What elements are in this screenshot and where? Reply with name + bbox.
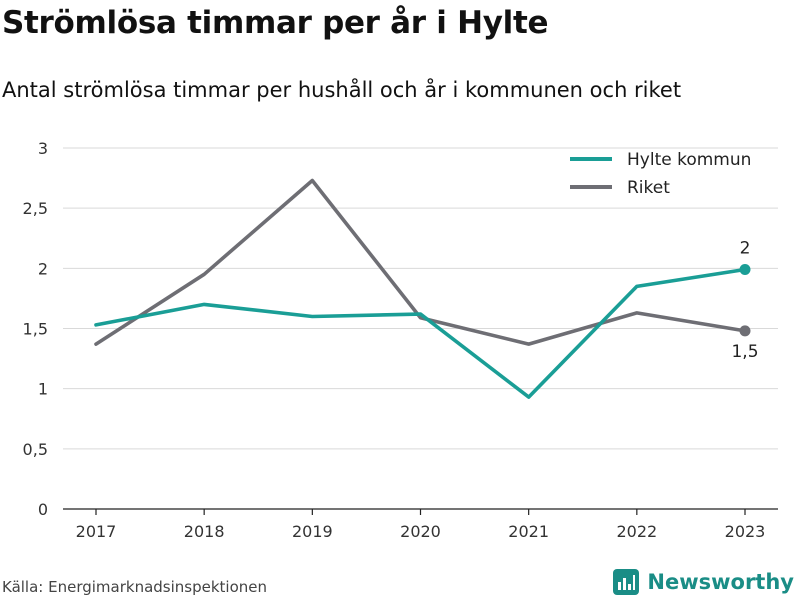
legend: Hylte kommun Riket <box>570 150 751 198</box>
data-label-hylte-2023: 2 <box>740 239 751 259</box>
x-tick-label: 2023 <box>725 522 766 541</box>
data-labels: 21,5 <box>731 239 758 362</box>
y-tick-label: 1 <box>38 380 48 399</box>
brand-logo: Newsworthy <box>613 569 794 595</box>
x-tick-label: 2021 <box>508 522 549 541</box>
source-note: Källa: Energimarknadsinspektionen <box>2 578 268 596</box>
x-tick-label: 2019 <box>292 522 333 541</box>
line-chart: 0 0,5 1 1,5 2 2,5 3 2017 2018 2019 2020 2021 2022 202… <box>23 139 778 541</box>
chart-title: Strömlösa timmar per år i Hylte <box>2 5 549 41</box>
y-tick-label: 0 <box>38 500 48 519</box>
data-label-riket-2023: 1,5 <box>731 342 758 362</box>
series-line-riket <box>94 178 747 346</box>
legend-label-riket: Riket <box>627 178 670 198</box>
end-point-riket <box>739 325 751 337</box>
y-tick-label: 0,5 <box>23 440 48 459</box>
x-tick-label: 2017 <box>76 522 117 541</box>
x-tick-label: 2020 <box>400 522 441 541</box>
brand-name: Newsworthy <box>647 570 794 594</box>
series-line-hylte <box>94 267 747 399</box>
x-tick-label: 2022 <box>616 522 657 541</box>
series-lines <box>94 178 751 399</box>
y-tick-label: 1,5 <box>23 320 48 339</box>
y-tick-label: 3 <box>38 139 48 158</box>
y-tick-label: 2 <box>38 259 48 278</box>
legend-label-hylte: Hylte kommun <box>627 150 751 170</box>
x-tick-label: 2018 <box>184 522 225 541</box>
newsworthy-chart-icon <box>613 569 640 595</box>
gridlines <box>63 147 778 450</box>
axes: 0 0,5 1 1,5 2 2,5 3 2017 2018 2019 2020 2021 2022 202… <box>23 139 778 541</box>
chart-subtitle: Antal strömlösa timmar per hushåll och å… <box>2 78 682 102</box>
end-point-hylte <box>739 264 751 276</box>
y-tick-label: 2,5 <box>23 199 48 218</box>
